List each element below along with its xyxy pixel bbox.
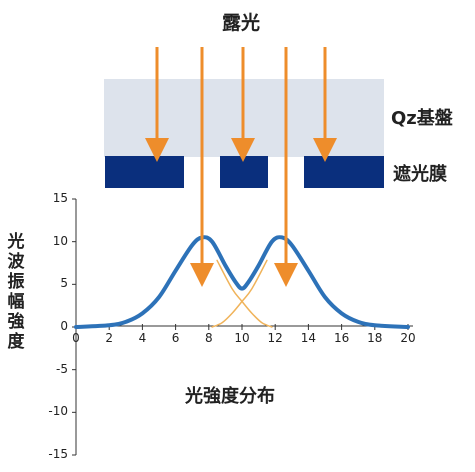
y-axis-title-char: 幅 bbox=[7, 292, 25, 312]
axis-ticks bbox=[72, 198, 409, 456]
x-tick-label: 4 bbox=[138, 331, 147, 345]
light-shield-block bbox=[220, 156, 268, 188]
light-shield-block bbox=[304, 156, 384, 188]
x-tick-label: 14 bbox=[300, 331, 317, 345]
y-tick-label: -15 bbox=[48, 447, 68, 461]
chart-series bbox=[74, 235, 410, 329]
y-tick-label: -5 bbox=[56, 361, 68, 376]
y-tick-label: 5 bbox=[60, 276, 68, 291]
intensity-distribution-label: 光強度分布 bbox=[185, 386, 275, 407]
x-tick-label: 16 bbox=[333, 331, 350, 345]
x-tick-label: 0 bbox=[72, 331, 80, 345]
light-shield-block bbox=[105, 156, 184, 188]
y-axis-title-char: 振 bbox=[7, 272, 25, 292]
y-axis-title-char: 強 bbox=[7, 312, 25, 332]
chart-axes bbox=[75, 199, 413, 455]
intensity-curve bbox=[74, 235, 410, 329]
exposure-label: 露光 bbox=[222, 12, 261, 34]
y-axis-title: 光波振幅強度 bbox=[4, 232, 28, 352]
y-tick-label: 0 bbox=[60, 319, 68, 333]
y-tick-label: -10 bbox=[48, 404, 68, 419]
x-tick-label: 10 bbox=[234, 331, 250, 345]
qz-substrate-label: Qz基盤 bbox=[391, 108, 453, 129]
x-tick-label: 20 bbox=[400, 331, 416, 345]
x-tick-label: 8 bbox=[204, 331, 213, 345]
y-axis-title-char: 度 bbox=[7, 332, 25, 352]
light-shield-label: 遮光膜 bbox=[393, 164, 447, 185]
y-tick-label: 15 bbox=[52, 191, 68, 205]
y-axis-title-char: 光 bbox=[7, 232, 25, 252]
component-curve bbox=[216, 259, 273, 328]
component-curve bbox=[211, 259, 268, 328]
x-tick-label: 18 bbox=[367, 331, 383, 345]
x-tick-label: 12 bbox=[267, 331, 283, 345]
y-axis-title-char: 波 bbox=[7, 252, 25, 272]
x-tick-label: 6 bbox=[171, 331, 180, 345]
y-tick-label: 10 bbox=[52, 233, 68, 248]
x-tick-label: 2 bbox=[105, 331, 113, 345]
